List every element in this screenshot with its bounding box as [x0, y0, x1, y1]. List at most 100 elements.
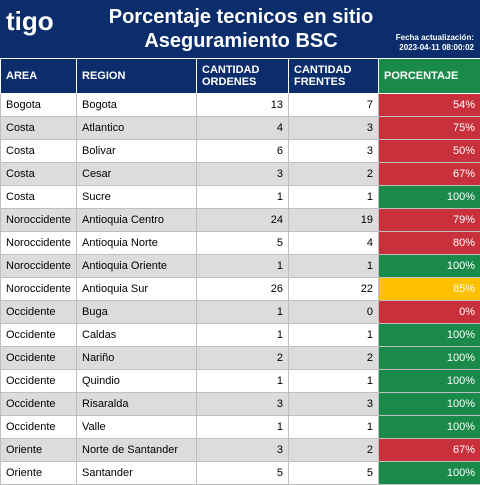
region-cell: Antioquia Norte [77, 232, 197, 255]
frentes-cell: 3 [289, 117, 379, 140]
area-cell: Noroccidente [1, 278, 77, 301]
ordenes-cell: 3 [197, 393, 289, 416]
area-cell: Oriente [1, 439, 77, 462]
porcentaje-cell: 100% [379, 462, 480, 485]
area-cell: Costa [1, 186, 77, 209]
frentes-cell: 4 [289, 232, 379, 255]
ordenes-cell: 1 [197, 370, 289, 393]
porcentaje-cell: 67% [379, 439, 480, 462]
ordenes-cell: 3 [197, 439, 289, 462]
region-cell: Valle [77, 416, 197, 439]
region-cell: Buga [77, 301, 197, 324]
area-cell: Occidente [1, 393, 77, 416]
column-header-porcentaje[interactable]: PORCENTAJE [379, 59, 480, 94]
region-cell: Antioquia Oriente [77, 255, 197, 278]
porcentaje-cell: 54% [379, 94, 480, 117]
frentes-cell: 0 [289, 301, 379, 324]
update-timestamp: 2023-04-11 08:00:02 [399, 43, 474, 52]
frentes-cell: 5 [289, 462, 379, 485]
tigo-logo: tigo [0, 0, 76, 58]
region-cell: Norte de Santander [77, 439, 197, 462]
region-cell: Quindio [77, 370, 197, 393]
area-cell: Costa [1, 163, 77, 186]
porcentaje-cell: 80% [379, 232, 480, 255]
porcentaje-cell: 100% [379, 255, 480, 278]
area-cell: Occidente [1, 301, 77, 324]
porcentaje-cell: 85% [379, 278, 480, 301]
column-header-frentes[interactable]: CANTIDAD FRENTES [289, 59, 379, 94]
region-cell: Atlantico [77, 117, 197, 140]
ordenes-cell: 1 [197, 416, 289, 439]
area-cell: Bogota [1, 94, 77, 117]
region-cell: Nariño [77, 347, 197, 370]
porcentaje-cell: 75% [379, 117, 480, 140]
porcentaje-cell: 100% [379, 186, 480, 209]
region-cell: Cesar [77, 163, 197, 186]
logo-text: tigo [6, 6, 54, 37]
report-header: tigo Porcentaje tecnicos en sitio Asegur… [0, 0, 480, 58]
porcentaje-cell: 0% [379, 301, 480, 324]
area-cell: Occidente [1, 416, 77, 439]
area-cell: Costa [1, 140, 77, 163]
frentes-cell: 2 [289, 347, 379, 370]
area-cell: Occidente [1, 370, 77, 393]
frentes-cell: 3 [289, 140, 379, 163]
frentes-cell: 1 [289, 255, 379, 278]
frentes-cell: 1 [289, 186, 379, 209]
porcentaje-cell: 50% [379, 140, 480, 163]
report-subtitle: Aseguramiento BSC [76, 30, 406, 52]
region-cell: Caldas [77, 324, 197, 347]
area-cell: Occidente [1, 324, 77, 347]
column-header-ordenes[interactable]: CANTIDAD ORDENES [197, 59, 289, 94]
frentes-cell: 19 [289, 209, 379, 232]
area-cell: Noroccidente [1, 255, 77, 278]
region-cell: Antioquia Sur [77, 278, 197, 301]
data-table: AREA REGION CANTIDAD ORDENES CANTIDAD FR… [0, 58, 480, 485]
frentes-cell: 1 [289, 324, 379, 347]
region-cell: Bogota [77, 94, 197, 117]
area-cell: Noroccidente [1, 232, 77, 255]
area-cell: Noroccidente [1, 209, 77, 232]
frentes-cell: 2 [289, 163, 379, 186]
porcentaje-cell: 79% [379, 209, 480, 232]
porcentaje-cell: 100% [379, 393, 480, 416]
region-cell: Antioquia Centro [77, 209, 197, 232]
region-cell: Bolivar [77, 140, 197, 163]
ordenes-cell: 4 [197, 117, 289, 140]
ordenes-cell: 1 [197, 186, 289, 209]
ordenes-cell: 24 [197, 209, 289, 232]
porcentaje-cell: 100% [379, 347, 480, 370]
ordenes-cell: 1 [197, 255, 289, 278]
porcentaje-cell: 67% [379, 163, 480, 186]
table-header-row: AREA REGION CANTIDAD ORDENES CANTIDAD FR… [1, 59, 480, 94]
ordenes-cell: 6 [197, 140, 289, 163]
column-header-area[interactable]: AREA [1, 59, 77, 94]
column-header-region[interactable]: REGION [77, 59, 197, 94]
ordenes-cell: 3 [197, 163, 289, 186]
porcentaje-cell: 100% [379, 324, 480, 347]
ordenes-cell: 5 [197, 462, 289, 485]
ordenes-cell: 13 [197, 94, 289, 117]
porcentaje-cell: 100% [379, 370, 480, 393]
region-cell: Sucre [77, 186, 197, 209]
porcentaje-cell: 100% [379, 416, 480, 439]
frentes-cell: 1 [289, 416, 379, 439]
